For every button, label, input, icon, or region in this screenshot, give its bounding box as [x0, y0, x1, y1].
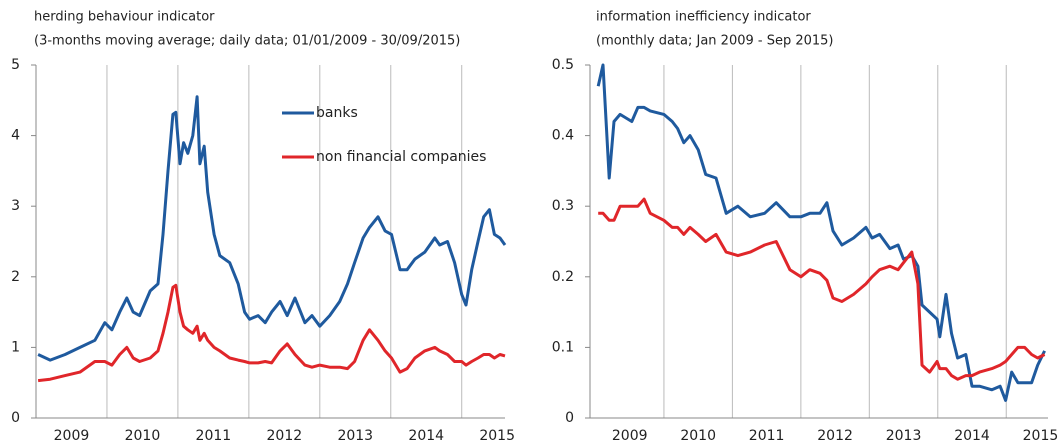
x-tick-label: 2011	[196, 428, 232, 444]
x-tick-label: 2014	[954, 428, 990, 444]
y-tick-label: 0	[11, 410, 20, 426]
x-tick-label: 2013	[886, 428, 922, 444]
chart-subtitle: (3-months moving average; daily data; 01…	[34, 34, 460, 49]
x-tick-label: 2012	[267, 428, 303, 444]
x-tick-label: 2010	[680, 428, 716, 444]
series-line	[598, 197, 1046, 381]
x-tick-label: 2015	[1023, 428, 1059, 444]
y-tick-label: 1	[11, 339, 20, 355]
y-tick-label: 4	[11, 128, 20, 144]
x-tick-label: 2013	[337, 428, 373, 444]
x-tick-label: 2009	[612, 428, 648, 444]
y-tick-label: 0.4	[552, 128, 574, 144]
x-tick-label: 2015	[479, 428, 515, 444]
y-tick-label: 0.3	[552, 198, 574, 214]
legend-label: non financial companies	[316, 149, 486, 165]
y-tick-label: 3	[11, 198, 20, 214]
chart-subtitle: (monthly data; Jan 2009 - Sep 2015)	[596, 34, 834, 49]
x-tick-label: 2012	[817, 428, 853, 444]
x-tick-label: 2014	[408, 428, 444, 444]
series-line	[37, 283, 506, 383]
y-tick-label: 0.1	[552, 339, 574, 355]
y-tick-label: 2	[11, 269, 20, 285]
y-tick-label: 5	[11, 57, 20, 73]
legend-label: banks	[316, 105, 358, 121]
series-line	[37, 95, 507, 362]
chart-title: information inefficiency indicator	[596, 10, 811, 25]
y-tick-label: 0.5	[552, 57, 574, 73]
x-tick-label: 2010	[125, 428, 161, 444]
x-tick-label: 2011	[749, 428, 785, 444]
x-tick-label: 2009	[54, 428, 90, 444]
series-line	[596, 63, 1046, 402]
chart-title: herding behaviour indicator	[34, 10, 215, 25]
y-tick-label: 0	[565, 410, 574, 426]
y-tick-label: 0.2	[552, 269, 574, 285]
